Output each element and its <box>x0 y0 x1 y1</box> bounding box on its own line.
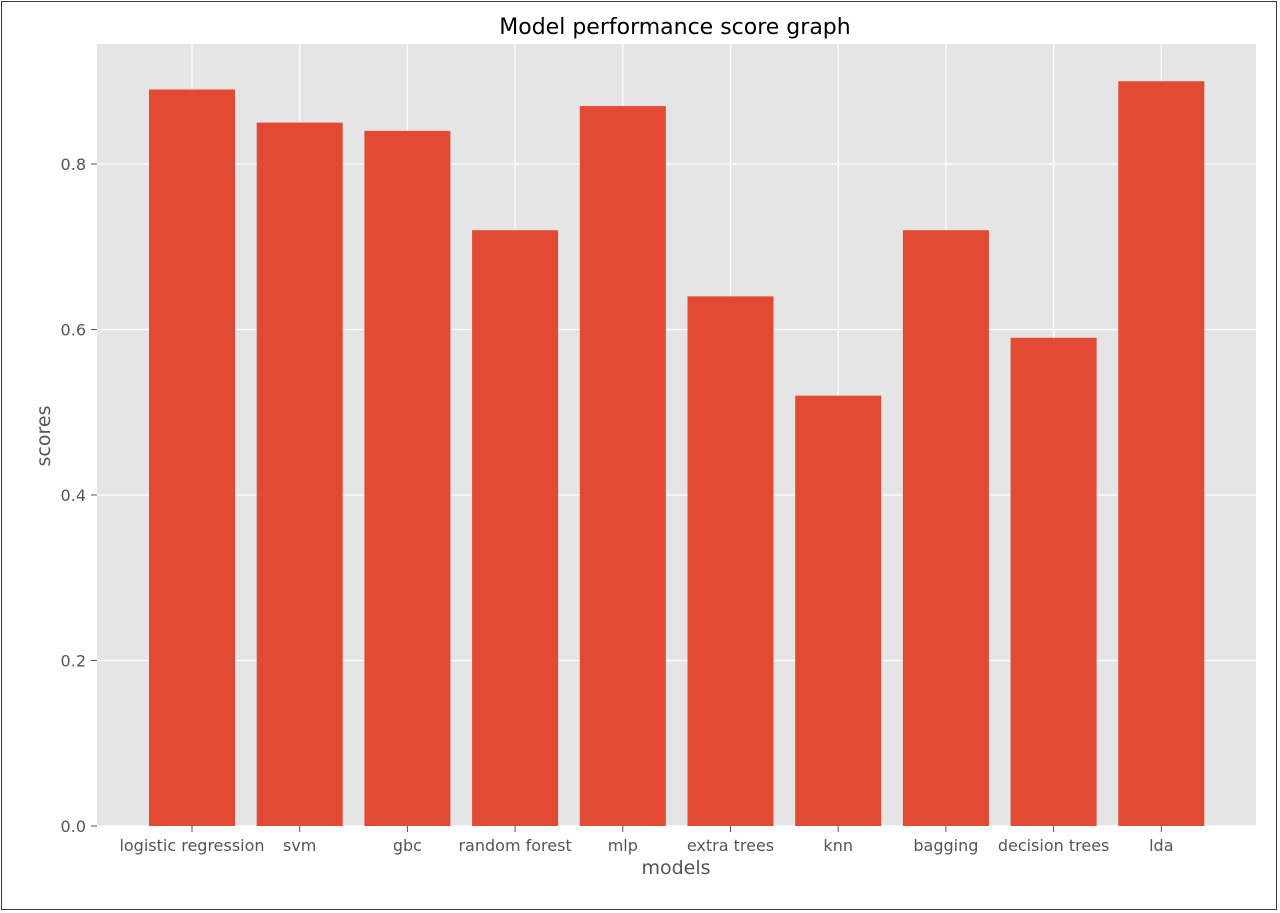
x-tick-label: knn <box>823 836 853 855</box>
y-tick-label: 0.6 <box>61 320 86 339</box>
x-tick-label: random forest <box>458 836 571 855</box>
bars <box>149 81 1205 827</box>
bar-bagging <box>902 230 989 826</box>
chart-title: Model performance score graph <box>499 15 850 40</box>
bar-extra-trees <box>687 296 774 826</box>
bar-knn <box>795 395 882 826</box>
bar-mlp <box>579 106 666 827</box>
x-tick-label: bagging <box>913 836 978 855</box>
bar-svm <box>256 122 343 826</box>
y-tick-label: 0.0 <box>61 817 86 836</box>
x-tick-label: lda <box>1149 836 1173 855</box>
x-tick-label: decision trees <box>998 836 1110 855</box>
bar-logistic-regression <box>149 89 235 826</box>
y-tick-label: 0.4 <box>61 486 86 505</box>
x-axis-label: models <box>641 857 710 879</box>
y-tick-label: 0.8 <box>61 155 86 174</box>
bar-gbc <box>364 130 451 826</box>
x-tick-label: extra trees <box>687 836 774 855</box>
bar-decision-trees <box>1010 337 1097 826</box>
x-tick-label: svm <box>283 836 316 855</box>
axis-ticks: 0.0 0.2 0.4 0.6 0.8 logistic regression svm gbc… <box>61 155 1174 855</box>
bar-lda <box>1118 81 1205 826</box>
bar-random-forest <box>472 230 559 826</box>
y-axis-label: scores <box>33 406 55 467</box>
x-tick-label: mlp <box>608 836 638 855</box>
y-tick-label: 0.2 <box>61 651 86 670</box>
x-tick-label: gbc <box>393 836 422 855</box>
x-tick-label: logistic regression <box>119 836 264 855</box>
